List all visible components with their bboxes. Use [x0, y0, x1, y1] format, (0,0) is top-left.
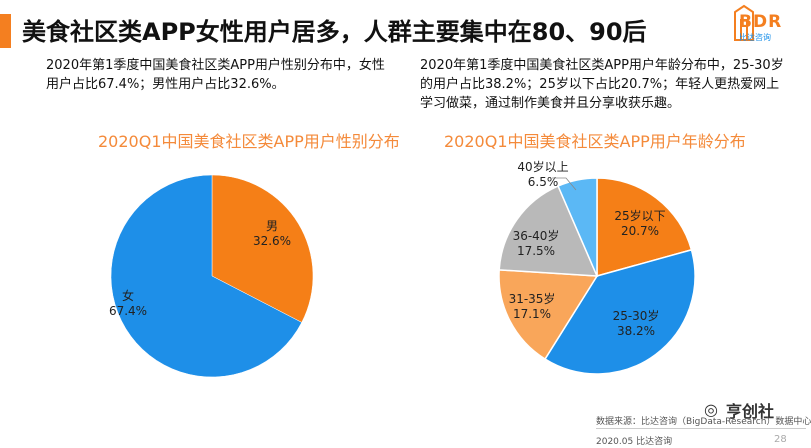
slice-label: 31-35岁 [509, 291, 556, 306]
data-source: 数据来源：比达咨询（BigData-Research）数据中心 [596, 417, 811, 427]
pie-slice [110, 174, 303, 378]
footer-date: 2020.05 比达咨询 [596, 437, 673, 447]
page-title: 美食社区类APP女性用户居多，人群主要集中在80、90后 [22, 18, 647, 46]
pie-slice [498, 185, 599, 277]
logo-subtext: 比达咨询 [739, 33, 771, 42]
slice-value: 17.5% [517, 244, 555, 258]
slice-value: 17.1% [513, 307, 551, 321]
slice-value: 6.5% [528, 175, 559, 189]
wechat-icon: ◎ [704, 400, 718, 419]
page-number: 28 [774, 434, 787, 445]
gender-chart-title: 2020Q1中国美食社区类APP用户性别分布 [98, 132, 400, 151]
slice-value: 32.6% [253, 234, 291, 248]
slice-label: 40岁以上 [517, 159, 568, 174]
age-chart-title: 2020Q1中国美食社区类APP用户年龄分布 [444, 132, 746, 151]
pie-slice [498, 269, 599, 361]
slice-label: 36-40岁 [513, 228, 560, 243]
watermark: 亨创社 [726, 402, 775, 421]
pie-slice [211, 174, 314, 323]
slice-value: 20.7% [621, 224, 659, 238]
title-accent-bar [0, 14, 11, 48]
logo-text: BDR [739, 12, 783, 32]
pie-slice [596, 177, 693, 277]
slice-label: 25-30岁 [613, 308, 660, 323]
slice-label: 25岁以下 [614, 208, 665, 223]
gender-description: 2020年第1季度中国美食社区类APP用户性别分布中，女性用户占比67.4%；男… [46, 58, 385, 92]
slice-value: 38.2% [617, 324, 655, 338]
slice-label: 男 [266, 219, 278, 233]
callout-line [552, 177, 577, 191]
age-description: 2020年第1季度中国美食社区类APP用户年龄分布中，25-30岁的用户占比38… [420, 58, 784, 111]
pie-slice [557, 177, 598, 277]
slice-value: 67.4% [109, 304, 147, 318]
slice-label: 女 [122, 288, 134, 303]
pie-slice [543, 248, 696, 375]
logo [734, 4, 754, 41]
footer-divider [596, 428, 806, 429]
